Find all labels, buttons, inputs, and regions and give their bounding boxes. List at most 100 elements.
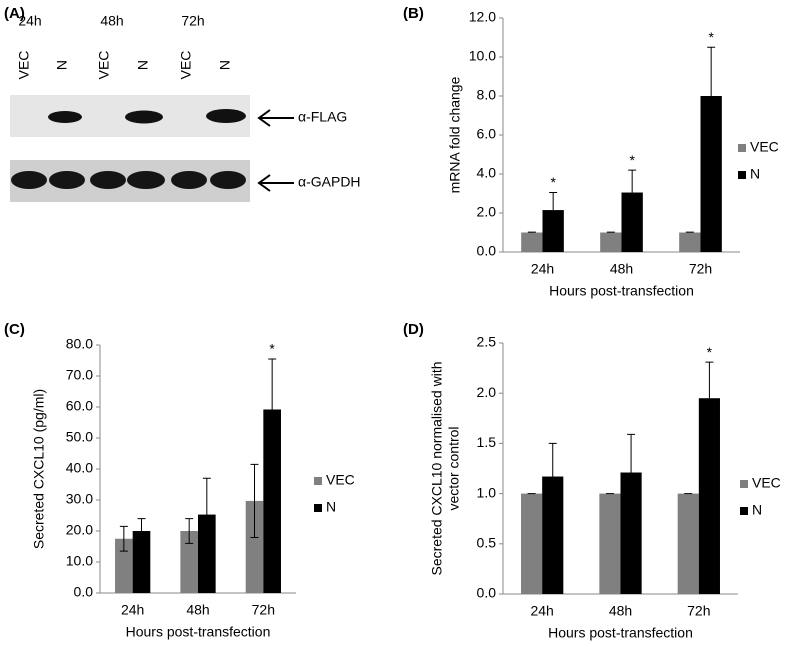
bar — [180, 531, 198, 593]
bar — [521, 493, 543, 594]
bar — [245, 500, 264, 593]
y-axis-title: Secreted CXCL10 (pg/ml) — [31, 389, 47, 549]
y-tick-label: 0.0 — [74, 584, 94, 600]
y-tick-label: 0.0 — [477, 243, 497, 259]
y-tick-label: 30.0 — [66, 491, 93, 507]
blot-strip — [10, 160, 250, 202]
y-axis-title: mRNA fold change — [447, 76, 463, 193]
lane-label: VEC — [96, 51, 112, 80]
legend-label: N — [752, 502, 762, 518]
y-tick-label: 4.0 — [477, 165, 497, 181]
legend-swatch — [740, 507, 748, 515]
error-bar — [705, 361, 714, 399]
bar — [621, 192, 643, 252]
band-label: α-GAPDH — [298, 174, 361, 190]
bar — [542, 476, 564, 594]
bar — [620, 472, 642, 594]
band-label: α-FLAG — [298, 109, 347, 125]
y-tick-label: 0.5 — [477, 535, 497, 551]
error-bar — [268, 358, 277, 461]
x-axis-title: Hours post-transfection — [549, 283, 694, 299]
y-axis-title: Secreted CXCL10 normalised with — [429, 362, 445, 576]
bar — [679, 232, 701, 252]
y-tick-label: 1.0 — [477, 484, 497, 500]
bar — [698, 398, 720, 594]
significance: * — [269, 341, 275, 357]
x-tick-label: 72h — [687, 603, 710, 619]
significance: * — [629, 152, 635, 168]
x-tick-label: 48h — [610, 261, 633, 277]
x-axis-title: Hours post-transfection — [126, 624, 271, 640]
x-axis-title: Hours post-transfection — [548, 625, 693, 641]
bar — [263, 409, 281, 593]
y-tick-label: 40.0 — [66, 460, 93, 476]
y-tick-label: 6.0 — [477, 126, 497, 142]
legend-label: N — [750, 166, 760, 182]
bar — [600, 232, 622, 252]
timepoint: 72h — [181, 13, 204, 29]
timepoint: 24h — [18, 13, 41, 29]
x-tick-label: 48h — [186, 602, 209, 618]
lane-label: N — [217, 60, 233, 70]
arrow — [257, 109, 294, 192]
y-tick-label: 12.0 — [469, 9, 496, 25]
y-tick-label: 2.0 — [477, 384, 497, 400]
bar — [700, 96, 722, 252]
bar — [521, 232, 543, 252]
panel-label: (C) — [4, 321, 25, 338]
x-tick-label: 24h — [530, 603, 553, 619]
legend-swatch — [738, 144, 746, 152]
error-bar — [549, 192, 558, 211]
blot-strip — [10, 95, 250, 137]
bar — [132, 531, 151, 593]
panel-label: (D) — [403, 321, 424, 338]
legend-swatch — [738, 171, 746, 179]
legend-label: N — [326, 499, 336, 515]
y-tick-label: 2.0 — [477, 204, 497, 220]
lane-label: VEC — [16, 51, 32, 80]
bar — [115, 538, 133, 593]
error-bar — [627, 433, 636, 473]
legend-label: VEC — [752, 475, 781, 491]
legend-label: VEC — [326, 472, 355, 488]
y-tick-label: 10.0 — [66, 553, 93, 569]
legend-swatch — [314, 477, 322, 485]
legend-label: VEC — [750, 139, 779, 155]
significance: * — [550, 174, 556, 190]
significance: * — [708, 29, 714, 45]
error-bar — [202, 477, 211, 552]
bar — [542, 210, 564, 252]
x-tick-label: 72h — [252, 602, 275, 618]
y-tick-label: 60.0 — [66, 398, 93, 414]
y-tick-label: 50.0 — [66, 429, 93, 445]
lane-label: VEC — [178, 51, 194, 80]
y-tick-label: 80.0 — [66, 336, 93, 352]
error-bar — [250, 463, 259, 539]
lane-label: N — [54, 60, 70, 70]
bar — [198, 514, 216, 593]
error-bar — [137, 518, 146, 544]
timepoint: 48h — [100, 13, 123, 29]
panel-label: (A) — [4, 5, 25, 22]
y-tick-label: 70.0 — [66, 367, 93, 383]
bar — [677, 493, 699, 594]
legend-swatch — [740, 480, 748, 488]
x-tick-label: 48h — [609, 603, 632, 619]
error-bar — [707, 46, 716, 96]
error-bar — [185, 518, 194, 544]
error-bar — [628, 169, 637, 193]
panel-label: (B) — [403, 5, 424, 22]
lane-label: N — [135, 60, 151, 70]
y-tick-label: 2.5 — [477, 334, 497, 350]
x-tick-label: 24h — [121, 602, 144, 618]
legend-swatch — [314, 504, 322, 512]
y-tick-label: 20.0 — [66, 522, 93, 538]
error-bar — [119, 525, 128, 552]
y-axis-title: vector control — [446, 426, 462, 510]
significance: * — [707, 344, 713, 360]
error-bar — [548, 442, 557, 477]
y-tick-label: 0.0 — [477, 585, 497, 601]
y-tick-label: 1.5 — [477, 434, 497, 450]
x-tick-label: 72h — [689, 261, 712, 277]
